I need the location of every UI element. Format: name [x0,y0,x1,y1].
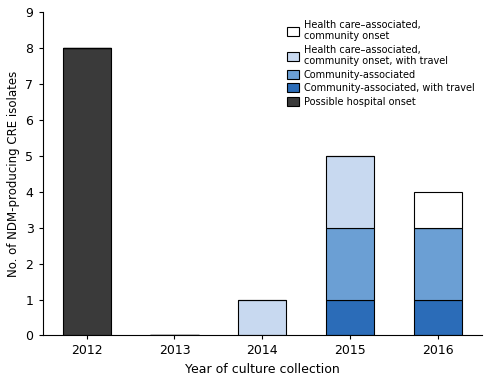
Bar [62,48,111,336]
Bar [325,156,373,228]
Bar [413,300,461,336]
Bar [238,300,286,336]
Bar [325,228,373,300]
X-axis label: Year of culture collection: Year of culture collection [184,363,339,376]
Y-axis label: No. of NDM-producing CRE isolates: No. of NDM-producing CRE isolates [7,70,20,277]
Bar [325,300,373,336]
Legend: Health care–associated,
community onset, Health care–associated,
community onset: Health care–associated, community onset,… [284,17,476,110]
Bar [413,228,461,300]
Bar [413,192,461,228]
